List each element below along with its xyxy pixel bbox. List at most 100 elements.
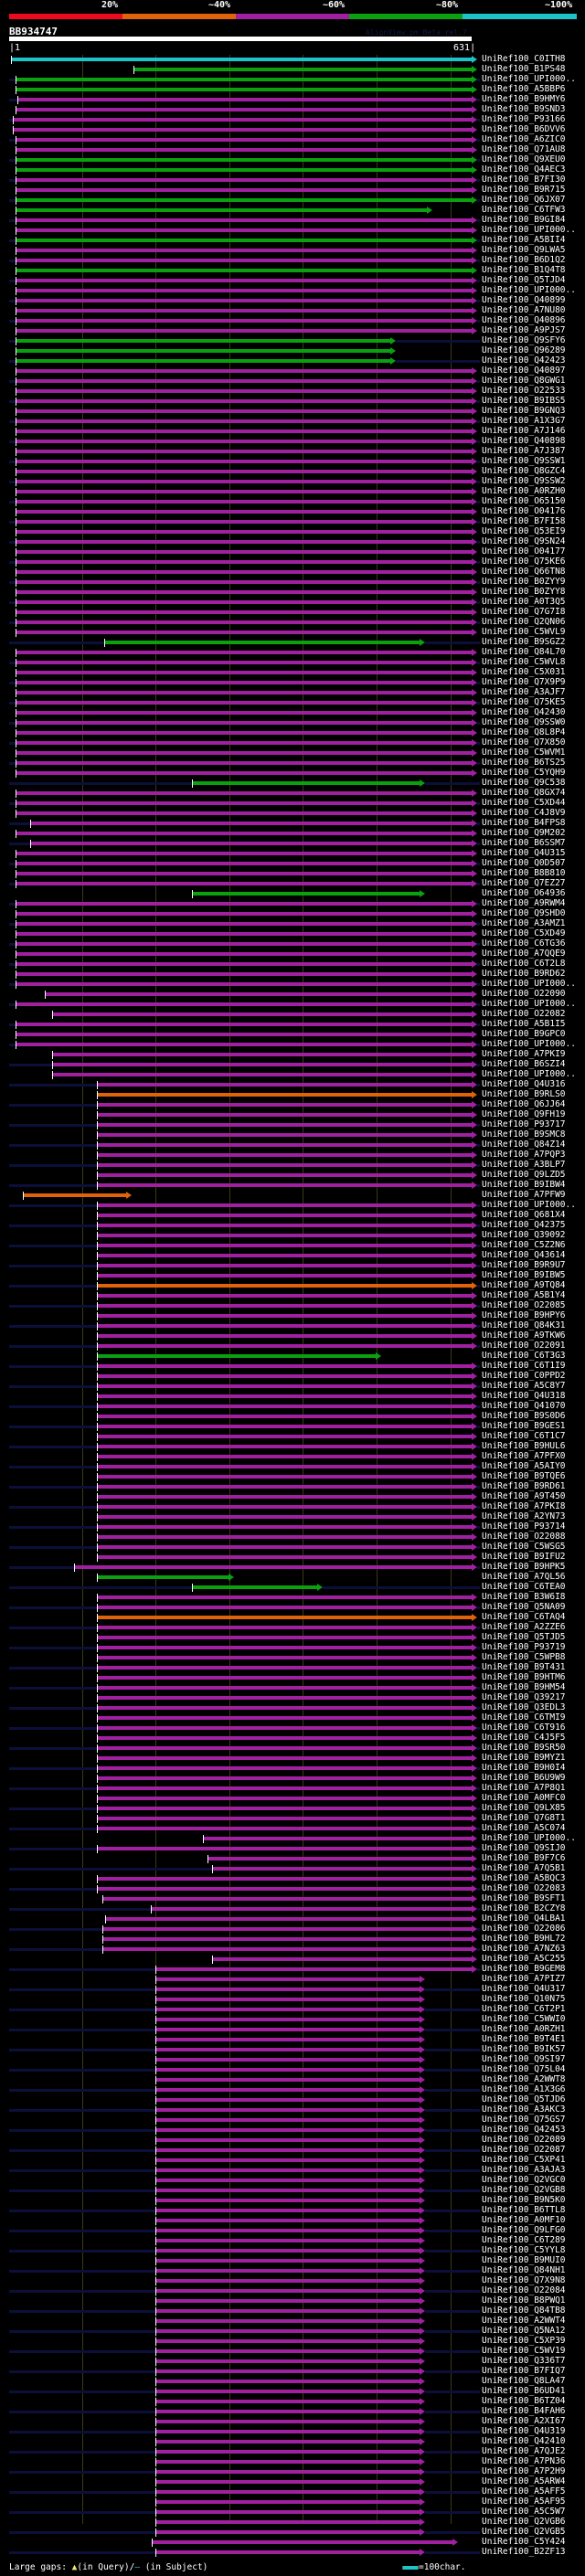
hit-row[interactable]: UniRef100_A7PFX0: [0, 1451, 585, 1462]
hit-bar[interactable]: [154, 2048, 420, 2051]
hit-label[interactable]: UniRef100_A5C255: [482, 1954, 566, 1964]
hit-row[interactable]: UniRef100_B7FI30: [0, 175, 585, 186]
hit-label[interactable]: UniRef100_Q4U318: [482, 1391, 566, 1401]
hit-row[interactable]: UniRef100_A7PFW9: [0, 1190, 585, 1201]
hit-row[interactable]: UniRef100_Q9LWA5: [0, 245, 585, 256]
hit-bar[interactable]: [154, 2430, 420, 2433]
hit-label[interactable]: UniRef100_B9IBW5: [482, 1270, 566, 1280]
hit-row[interactable]: UniRef100_B9IK57: [0, 2044, 585, 2055]
hit-bar[interactable]: [96, 1143, 472, 1147]
hit-label[interactable]: UniRef100_C5WVM1: [482, 747, 566, 758]
hit-label[interactable]: UniRef100_UPI000..: [482, 1200, 576, 1210]
hit-row[interactable]: UniRef100_B9GES1: [0, 1421, 585, 1432]
hit-label[interactable]: UniRef100_A7QJE2: [482, 2446, 566, 2456]
hit-bar[interactable]: [16, 600, 472, 604]
hit-label[interactable]: UniRef100_A7PKI9: [482, 1049, 566, 1059]
hit-label[interactable]: UniRef100_O22082: [482, 1009, 566, 1019]
hit-label[interactable]: UniRef100_Q8GWG1: [482, 376, 566, 386]
hit-row[interactable]: UniRef100_B8PWQ1: [0, 2295, 585, 2306]
hit-bar[interactable]: [30, 842, 472, 845]
hit-bar[interactable]: [103, 641, 420, 644]
hit-label[interactable]: UniRef100_O04177: [482, 546, 566, 557]
hit-label[interactable]: UniRef100_Q9LX85: [482, 1803, 566, 1813]
hit-bar[interactable]: [154, 2158, 420, 2162]
hit-bar[interactable]: [96, 1394, 472, 1398]
hit-bar[interactable]: [154, 2018, 420, 2021]
hit-row[interactable]: UniRef100_Q75GS7: [0, 2115, 585, 2125]
hit-row[interactable]: UniRef100_A5BQC3: [0, 1873, 585, 1884]
hit-label[interactable]: UniRef100_Q75KE5: [482, 697, 566, 707]
hit-label[interactable]: UniRef100_C6T2P1: [482, 2004, 566, 2014]
hit-label[interactable]: UniRef100_P93717: [482, 1119, 566, 1129]
hit-bar[interactable]: [96, 1887, 472, 1891]
hit-label[interactable]: UniRef100_A0RZH0: [482, 486, 566, 496]
hit-row[interactable]: UniRef100_O22088: [0, 1532, 585, 1542]
hit-row[interactable]: UniRef100_Q40896: [0, 315, 585, 326]
hit-row[interactable]: UniRef100_A1X3G7: [0, 416, 585, 427]
hit-label[interactable]: UniRef100_A9TQ84: [482, 1280, 566, 1290]
hit-bar[interactable]: [96, 1465, 472, 1468]
hit-bar[interactable]: [154, 2138, 420, 2142]
hit-bar[interactable]: [102, 1927, 472, 1931]
hit-bar[interactable]: [74, 1565, 472, 1569]
hit-row[interactable]: UniRef100_Q75L04: [0, 2064, 585, 2075]
hit-bar[interactable]: [96, 1304, 472, 1308]
hit-label[interactable]: UniRef100_B2ZF13: [482, 2547, 566, 2557]
hit-bar[interactable]: [13, 128, 472, 132]
hit-bar[interactable]: [16, 460, 472, 463]
hit-row[interactable]: UniRef100_C6T3G3: [0, 1351, 585, 1362]
hit-row[interactable]: UniRef100_Q4U319: [0, 2426, 585, 2437]
hit-row[interactable]: UniRef100_B9S0D6: [0, 1411, 585, 1422]
hit-bar[interactable]: [96, 1334, 472, 1338]
hit-row[interactable]: UniRef100_B6SSM7: [0, 838, 585, 849]
hit-bar[interactable]: [96, 1284, 472, 1288]
hit-label[interactable]: UniRef100_UPI000..: [482, 285, 576, 295]
hit-label[interactable]: UniRef100_Q4U316: [482, 1079, 566, 1089]
hit-label[interactable]: UniRef100_Q2VGC0: [482, 2175, 566, 2185]
hit-label[interactable]: UniRef100_B6D1Q2: [482, 255, 566, 265]
hit-row[interactable]: UniRef100_C5XD44: [0, 798, 585, 809]
hit-row[interactable]: UniRef100_C5YYL8: [0, 2245, 585, 2256]
hit-label[interactable]: UniRef100_B9HM54: [482, 1682, 566, 1692]
hit-bar[interactable]: [96, 1817, 472, 1820]
hit-bar[interactable]: [16, 440, 472, 443]
hit-label[interactable]: UniRef100_Q7X850: [482, 737, 566, 747]
hit-label[interactable]: UniRef100_B9GES1: [482, 1421, 566, 1431]
hit-row[interactable]: UniRef100_O22091: [0, 1341, 585, 1352]
hit-label[interactable]: UniRef100_C6T1C7: [482, 1431, 566, 1441]
hit-row[interactable]: UniRef100_UPI000..: [0, 979, 585, 990]
hit-label[interactable]: UniRef100_B9SR50: [482, 1743, 566, 1753]
hit-row[interactable]: UniRef100_B8B810: [0, 868, 585, 879]
hit-row[interactable]: UniRef100_C5WVL9: [0, 627, 585, 638]
hit-label[interactable]: UniRef100_B9R9U7: [482, 1260, 566, 1270]
hit-row[interactable]: UniRef100_O04177: [0, 546, 585, 557]
hit-bar[interactable]: [16, 590, 472, 594]
hit-label[interactable]: UniRef100_UPI000..: [482, 1039, 576, 1049]
hit-label[interactable]: UniRef100_C4J5F5: [482, 1733, 566, 1743]
hit-label[interactable]: UniRef100_B6UD41: [482, 2386, 566, 2396]
hit-row[interactable]: UniRef100_C6T916: [0, 1723, 585, 1733]
hit-bar[interactable]: [154, 2520, 420, 2524]
hit-bar[interactable]: [154, 2128, 420, 2132]
hit-bar[interactable]: [154, 2219, 420, 2222]
hit-label[interactable]: UniRef100_Q39217: [482, 1692, 566, 1702]
hit-row[interactable]: UniRef100_Q5TJD5: [0, 1632, 585, 1643]
hit-bar[interactable]: [52, 1012, 472, 1016]
hit-row[interactable]: UniRef100_Q9LZD5: [0, 1170, 585, 1181]
hit-bar[interactable]: [16, 962, 472, 966]
hit-row[interactable]: UniRef100_Q39217: [0, 1692, 585, 1703]
hit-bar[interactable]: [16, 369, 472, 373]
hit-label[interactable]: UniRef100_A1X3G6: [482, 2084, 566, 2094]
hit-bar[interactable]: [16, 882, 472, 885]
hit-row[interactable]: UniRef100_Q42430: [0, 707, 585, 718]
hit-label[interactable]: UniRef100_O22084: [482, 2285, 566, 2295]
hit-bar[interactable]: [191, 1585, 317, 1589]
hit-row[interactable]: UniRef100_C5WWI0: [0, 2014, 585, 2025]
hit-bar[interactable]: [16, 550, 472, 554]
hit-row[interactable]: UniRef100_Q10N75: [0, 1994, 585, 2005]
hit-bar[interactable]: [16, 701, 472, 705]
hit-row[interactable]: UniRef100_Q336T7: [0, 2356, 585, 2367]
hit-row[interactable]: UniRef100_C6T1I9: [0, 1361, 585, 1372]
hit-row[interactable]: UniRef100_B7FI58: [0, 516, 585, 527]
hit-label[interactable]: UniRef100_A0MF10: [482, 2215, 566, 2225]
